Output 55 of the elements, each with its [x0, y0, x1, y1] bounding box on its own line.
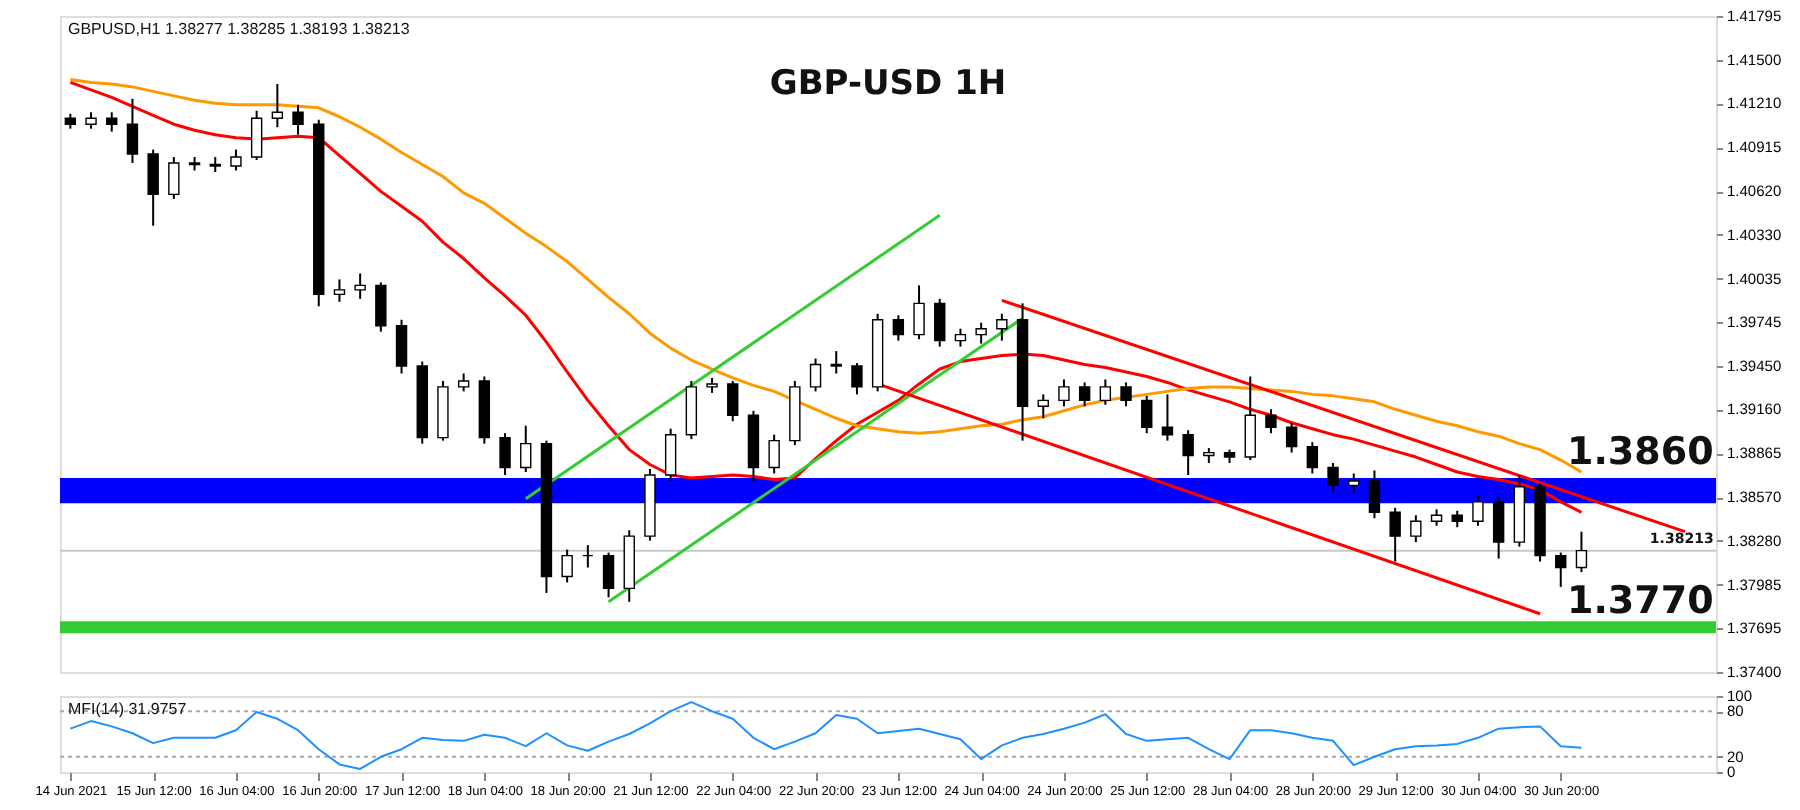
- candlestick: [126, 97, 139, 165]
- candlestick: [975, 321, 987, 345]
- candlestick: [1410, 514, 1422, 544]
- candlestick: [333, 278, 346, 303]
- candlestick: [934, 297, 946, 348]
- candlestick: [602, 551, 615, 599]
- candlestick: [395, 318, 408, 375]
- candlestick: [1555, 551, 1567, 588]
- candlestick: [168, 156, 180, 200]
- candlestick: [685, 379, 698, 441]
- candlestick: [1120, 381, 1132, 408]
- candlestick: [499, 432, 511, 476]
- candlestick: [1182, 429, 1194, 476]
- line-series: [69, 701, 1583, 770]
- candlestick: [1285, 421, 1298, 454]
- text: GBP-USD 1H: [769, 64, 1007, 104]
- candlestick: [250, 109, 263, 162]
- candlestick: [375, 281, 387, 333]
- candlestick: [106, 111, 118, 133]
- candlestick: [354, 272, 366, 300]
- candlestick: [1368, 469, 1381, 520]
- candlestick: [768, 433, 780, 475]
- candlestick: [271, 82, 284, 129]
- candlestick: [809, 357, 822, 393]
- candlestick: [1078, 381, 1091, 408]
- candlestick: [1348, 472, 1360, 494]
- candlestick: [727, 379, 739, 423]
- candlestick: [664, 427, 677, 482]
- candlestick: [913, 284, 925, 341]
- candlestick: [892, 314, 905, 342]
- candlestick: [147, 148, 159, 227]
- candlestick: [230, 148, 242, 172]
- candlestick: [1037, 393, 1049, 420]
- annotation: GBPUSD,H1 1.38277 1.38285 1.38193 1.38213: [68, 20, 411, 38]
- candlestick: [292, 103, 304, 136]
- candlestick: [520, 424, 532, 473]
- candlestick: [1327, 462, 1339, 493]
- candlestick: [996, 312, 1008, 342]
- candlestick: [582, 544, 594, 569]
- candlestick: [1472, 494, 1484, 527]
- candlestick: [851, 362, 863, 396]
- candlestick: [1389, 506, 1401, 563]
- candlestick: [1492, 496, 1505, 560]
- candlestick: [1141, 394, 1153, 435]
- candlestick: [1099, 378, 1112, 406]
- candlestick: [561, 548, 573, 584]
- annotation: MFI(14) 31.9757: [68, 700, 188, 718]
- band-label: 1.3860: [1566, 429, 1714, 474]
- candlestick: [1265, 408, 1277, 435]
- candlestick: [830, 350, 842, 375]
- candlestick: [1058, 378, 1070, 408]
- candlestick: [1244, 375, 1256, 462]
- candlestick: [1575, 530, 1588, 573]
- candlestick: [1306, 441, 1319, 475]
- ref-line-label: 1.3770: [1566, 579, 1714, 624]
